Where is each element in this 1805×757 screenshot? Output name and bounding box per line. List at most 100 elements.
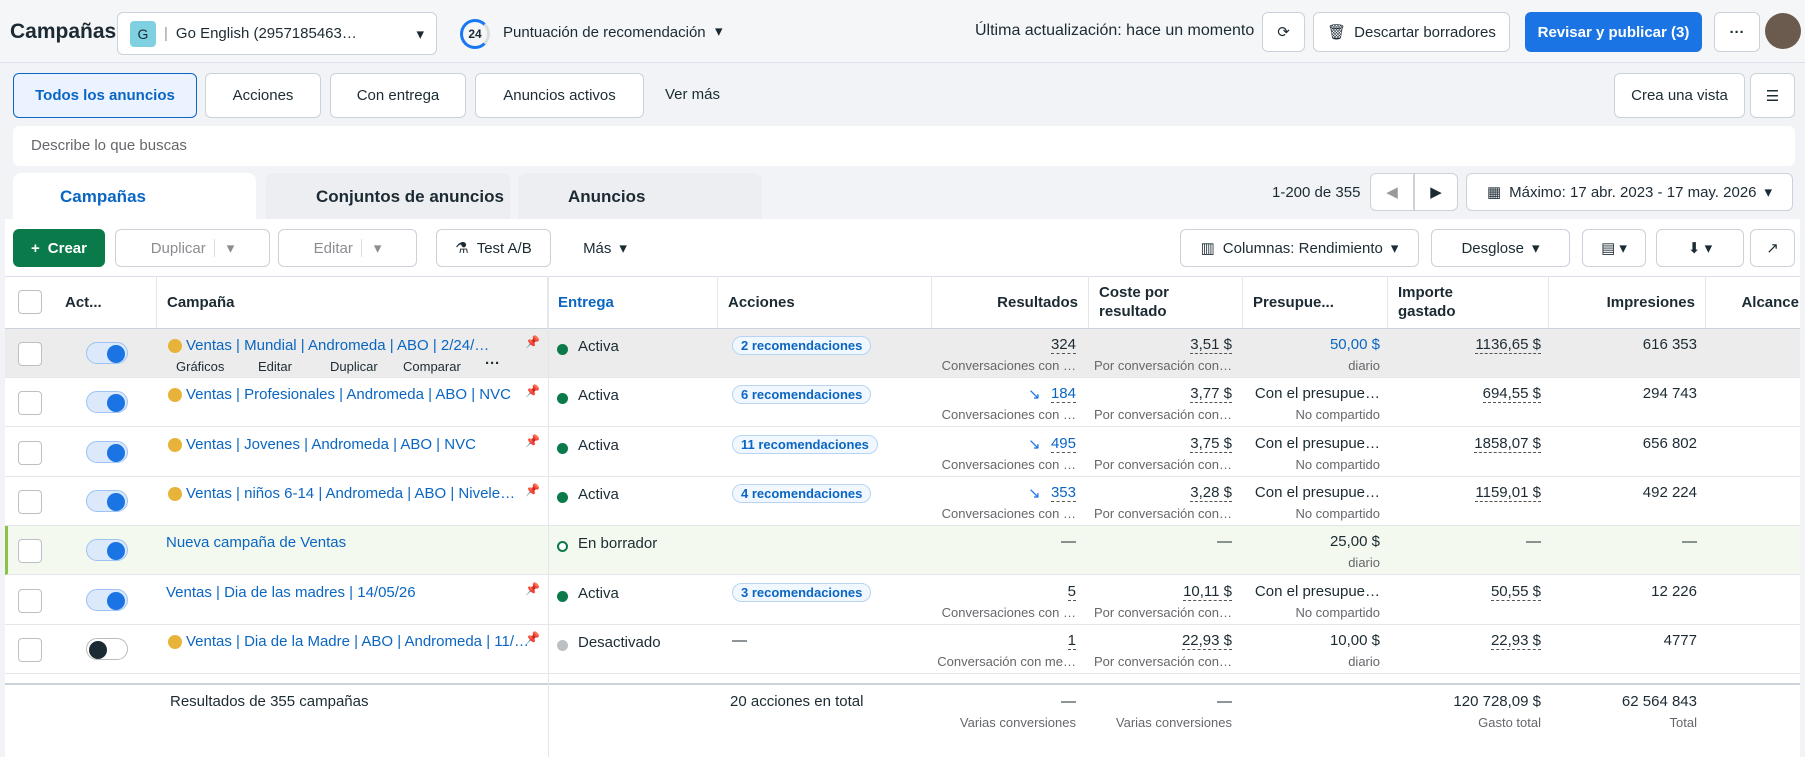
- discard-button[interactable]: 🗑 Descartar borradores: [1313, 12, 1510, 52]
- duplicate-button[interactable]: Duplicar ▾: [115, 229, 270, 267]
- toggle[interactable]: [86, 440, 128, 463]
- chart-button[interactable]: ↗: [1750, 229, 1795, 267]
- cost-sub: Por conversación con…: [1093, 653, 1232, 669]
- column-header[interactable]: Act...: [55, 276, 157, 328]
- level-tab[interactable]: Anuncios: [518, 173, 762, 219]
- spent: 694,55 $: [1482, 385, 1541, 404]
- footer-cost-sub: Varias conversiones: [1115, 715, 1232, 730]
- results-sub: Conversaciones con …: [941, 358, 1076, 373]
- results-sub: Conversación con me…: [937, 653, 1076, 669]
- score-label[interactable]: Puntuación de recomendación: [503, 24, 706, 41]
- footer-cost: —: [1217, 693, 1232, 710]
- column-header[interactable]: Impresiones: [1549, 276, 1706, 328]
- row-checkbox[interactable]: [18, 539, 42, 564]
- pin-icon: 📌: [525, 581, 540, 596]
- next-page[interactable]: ▶: [1414, 173, 1458, 211]
- toggle-knob: [107, 394, 125, 413]
- row-checkbox[interactable]: [18, 342, 42, 366]
- refresh-button[interactable]: ⟳: [1262, 12, 1305, 52]
- budget-sub: No compartido: [1295, 505, 1380, 521]
- row-checkbox[interactable]: [18, 489, 42, 514]
- spent: 1159,01 $: [1475, 483, 1541, 502]
- create-button[interactable]: + Crear: [13, 229, 105, 267]
- table-row[interactable]: [5, 427, 1800, 477]
- column-header[interactable]: Presupue...: [1243, 276, 1388, 328]
- column-header[interactable]: Importe gastado: [1388, 276, 1549, 328]
- toggle[interactable]: [86, 391, 128, 414]
- row-checkbox[interactable]: [18, 637, 42, 662]
- export-button[interactable]: ⬇ ▾: [1656, 229, 1744, 267]
- more-button[interactable]: ···: [1714, 12, 1760, 52]
- row-checkbox[interactable]: [18, 440, 42, 465]
- see-more[interactable]: Ver más: [665, 86, 721, 103]
- filter-tab[interactable]: Anuncios activos: [475, 73, 644, 118]
- settings-button[interactable]: ☰: [1750, 73, 1795, 118]
- campaign-name[interactable]: Ventas | Mundial | Andromeda | ABO | 2/2…: [186, 337, 490, 354]
- recommendations[interactable]: —: [732, 631, 747, 649]
- campaign-name[interactable]: Ventas | niños 6-14 | Andromeda | ABO | …: [186, 484, 516, 502]
- row-checkbox[interactable]: [18, 588, 42, 613]
- recommendations[interactable]: 3 recomendaciones: [732, 582, 872, 602]
- campaign-name[interactable]: Ventas | Profesionales | Andromeda | ABO…: [186, 386, 511, 404]
- breakdown-button[interactable]: Desglose ▾: [1431, 229, 1570, 267]
- row-action[interactable]: Duplicar: [330, 359, 378, 374]
- footer-impressions-sub: Total: [1669, 715, 1697, 730]
- trend-icon: ↘: [1028, 484, 1041, 502]
- level-tab[interactable]: Conjuntos de anuncios: [266, 173, 510, 219]
- column-header[interactable]: Alcance: [1706, 276, 1805, 328]
- ab-test-button[interactable]: ⚗ Test A/B: [436, 229, 551, 267]
- more-menu[interactable]: Más ▾: [570, 229, 640, 267]
- campaign-name[interactable]: Nueva campaña de Ventas: [166, 534, 347, 552]
- row-action[interactable]: Gráficos: [176, 359, 225, 374]
- column-header[interactable]: Coste por resultado: [1089, 276, 1243, 328]
- recommendations[interactable]: 2 recomendaciones: [732, 336, 872, 355]
- cost: 3,75 $: [1190, 434, 1232, 453]
- column-header[interactable]: Resultados: [932, 276, 1089, 328]
- status-dot: [557, 393, 568, 405]
- footer-results-sub: Varias conversiones: [959, 715, 1076, 730]
- row-checkbox[interactable]: [18, 391, 42, 416]
- campaign-name[interactable]: Ventas | Dia de la Madre | ABO | Androme…: [186, 632, 529, 650]
- filter-tab[interactable]: Todos los anuncios: [13, 73, 197, 118]
- footer-results: —: [1061, 693, 1076, 710]
- filter-tab[interactable]: Con entrega: [330, 73, 466, 118]
- column-header[interactable]: Entrega: [548, 276, 718, 328]
- avatar[interactable]: [1765, 13, 1801, 49]
- edit-button[interactable]: Editar ▾: [278, 229, 417, 267]
- select-all[interactable]: [18, 290, 42, 314]
- pin-icon: 📌: [525, 630, 540, 645]
- caret: ▾: [1532, 240, 1540, 257]
- toggle[interactable]: [86, 342, 128, 364]
- toggle[interactable]: [86, 637, 128, 660]
- account-selector[interactable]: G | Go English (2957185463… ▾: [117, 12, 437, 55]
- create-view-button[interactable]: Crea una vista: [1614, 73, 1745, 118]
- budget-sub: No compartido: [1295, 456, 1380, 472]
- toggle[interactable]: [86, 539, 128, 562]
- date-picker[interactable]: ▦ Máximo: 17 abr. 2023 - 17 may. 2026 ▾: [1466, 173, 1793, 211]
- filter-tab[interactable]: Acciones: [205, 73, 321, 118]
- campaign-name[interactable]: Ventas | Jovenes | Andromeda | ABO | NVC: [186, 435, 476, 453]
- pagination: 1-200 de 355: [1272, 184, 1361, 201]
- publish-button[interactable]: Revisar y publicar (3): [1525, 12, 1702, 52]
- row-action[interactable]: Editar: [258, 359, 292, 374]
- delivery: Activa: [578, 584, 619, 602]
- recommendations[interactable]: 11 recomendaciones: [732, 434, 878, 454]
- caret: ▾: [1390, 240, 1399, 257]
- table-row[interactable]: [5, 526, 1800, 576]
- reports-button[interactable]: ▤ ▾: [1582, 229, 1646, 267]
- status-dot: [557, 590, 568, 602]
- recommendations[interactable]: 6 recomendaciones: [732, 385, 872, 405]
- row-action[interactable]: Comparar: [403, 359, 461, 374]
- column-header[interactable]: Acciones: [718, 276, 932, 328]
- column-header[interactable]: Campaña: [157, 276, 548, 328]
- campaign-name[interactable]: Ventas | Dia de las madres | 14/05/26: [166, 583, 416, 601]
- results-sub: Conversaciones con …: [941, 456, 1076, 472]
- level-tab[interactable]: Campañas: [13, 173, 256, 219]
- recommendations[interactable]: 4 recomendaciones: [732, 483, 872, 503]
- toggle[interactable]: [86, 489, 128, 512]
- search-input[interactable]: Describe lo que buscas: [13, 126, 1795, 166]
- columns-button[interactable]: ▥ Columnas: Rendimiento ▾: [1180, 229, 1419, 267]
- cost-sub: Por conversación con…: [1093, 407, 1232, 423]
- toggle[interactable]: [86, 588, 128, 611]
- prev-page[interactable]: ◀: [1370, 173, 1414, 211]
